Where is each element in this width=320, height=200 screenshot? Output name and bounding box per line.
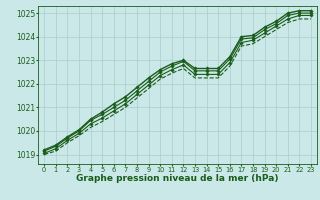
X-axis label: Graphe pression niveau de la mer (hPa): Graphe pression niveau de la mer (hPa) <box>76 174 279 183</box>
